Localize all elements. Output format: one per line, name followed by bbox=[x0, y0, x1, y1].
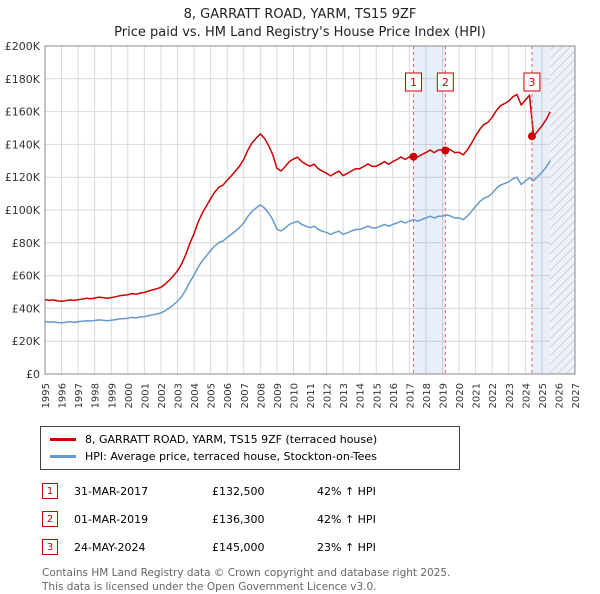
transaction-price: £132,500 bbox=[212, 484, 265, 498]
x-axis-tick-label: 2008 bbox=[256, 383, 267, 408]
y-axis-tick-label: £120K bbox=[5, 171, 41, 184]
x-axis-tick-label: 2025 bbox=[538, 383, 549, 408]
x-axis-tick-label: 2007 bbox=[240, 383, 251, 408]
copyright-line-2: This data is licensed under the Open Gov… bbox=[42, 580, 377, 593]
x-axis-tick-label: 2004 bbox=[190, 383, 201, 408]
y-axis-tick-label: £180K bbox=[5, 73, 41, 86]
sale-point bbox=[409, 152, 418, 161]
x-axis-tick-label: 1998 bbox=[91, 383, 102, 408]
x-axis-tick-label: 2027 bbox=[571, 383, 582, 408]
transaction-number-badge: 3 bbox=[42, 539, 58, 555]
x-axis-tick-label: 2018 bbox=[422, 383, 433, 408]
x-axis-tick-label: 2001 bbox=[140, 383, 151, 408]
sale-number-box bbox=[523, 72, 541, 92]
x-axis-tick-label: 2016 bbox=[389, 383, 400, 408]
y-axis-tick-label: £100K bbox=[5, 204, 41, 217]
x-axis-tick-label: 2002 bbox=[157, 383, 168, 408]
transaction-hpi-delta: 42% ↑ HPI bbox=[317, 484, 376, 498]
highlight-band bbox=[531, 46, 551, 374]
page-title: 8, GARRATT ROAD, YARM, TS15 9ZF bbox=[183, 7, 417, 22]
chart-series bbox=[44, 93, 551, 324]
chart-grid bbox=[44, 45, 576, 375]
chart-frame bbox=[44, 45, 576, 375]
highlight-band bbox=[413, 46, 446, 374]
sale-number-box bbox=[405, 72, 423, 92]
x-axis-tick-label: 2022 bbox=[488, 383, 499, 408]
transaction-hpi-delta: 42% ↑ HPI bbox=[317, 512, 376, 526]
x-axis-tick-label: 2020 bbox=[455, 383, 466, 408]
x-axis-tick-label: 2021 bbox=[472, 383, 483, 408]
transaction-row: 1 31-MAR-2017 £132,500 42% ↑ HPI bbox=[42, 483, 600, 499]
x-axis-tick-label: 2013 bbox=[339, 383, 350, 408]
price-chart: 1 2 3 £0 £20K £40K £60K £80K £100K £120K £140K £16… bbox=[5, 40, 582, 408]
chart-legend: 8, GARRATT ROAD, YARM, TS15 9ZF (terrace… bbox=[40, 426, 460, 470]
transaction-hpi-delta: 23% ↑ HPI bbox=[317, 540, 376, 554]
legend-label: 8, GARRATT ROAD, YARM, TS15 9ZF (terrace… bbox=[85, 433, 378, 446]
x-axis-tick-label: 2017 bbox=[405, 383, 416, 408]
transaction-date: 31-MAR-2017 bbox=[74, 484, 149, 498]
transaction-date: 24-MAY-2024 bbox=[74, 540, 146, 554]
x-axis-tick-label: 2015 bbox=[372, 383, 383, 408]
x-axis-tick-label: 2009 bbox=[273, 383, 284, 408]
y-axis-tick-label: £140K bbox=[5, 138, 41, 151]
x-axis-tick-label: 2023 bbox=[505, 383, 516, 408]
copyright-line-1: Contains HM Land Registry data © Crown c… bbox=[42, 567, 451, 579]
x-axis-tick-label: 1996 bbox=[58, 383, 69, 408]
transaction-price: £136,300 bbox=[212, 512, 265, 526]
x-axis-tick-label: 2003 bbox=[174, 383, 185, 408]
sale-number-box bbox=[436, 72, 454, 92]
legend-item-price-paid: 8, GARRATT ROAD, YARM, TS15 9ZF (terrace… bbox=[50, 431, 450, 448]
sale-point bbox=[441, 146, 450, 155]
y-axis-tick-label: £20K bbox=[12, 335, 41, 348]
x-axis-tick-label: 2014 bbox=[356, 383, 367, 408]
transaction-row: 3 24-MAY-2024 £145,000 23% ↑ HPI bbox=[42, 539, 600, 555]
x-axis-tick-label: 2005 bbox=[207, 383, 218, 408]
legend-label: HPI: Average price, terraced house, Stoc… bbox=[85, 450, 377, 463]
x-axis-tick-label: 1997 bbox=[74, 383, 85, 408]
transactions-list: 1 31-MAR-2017 £132,500 42% ↑ HPI 2 01-MA… bbox=[42, 483, 600, 555]
transaction-price: £145,000 bbox=[212, 540, 265, 554]
x-axis-tick-label: 2011 bbox=[306, 383, 317, 408]
x-axis-tick-label: 1995 bbox=[41, 383, 52, 408]
page-subtitle: Price paid vs. HM Land Registry's House … bbox=[114, 25, 486, 40]
y-axis-tick-label: £80K bbox=[12, 237, 41, 250]
series-line-price-paid bbox=[44, 93, 551, 303]
legend-item-hpi: HPI: Average price, terraced house, Stoc… bbox=[50, 448, 450, 465]
sale-number-label: 2 bbox=[442, 76, 449, 89]
y-axis-tick-label: £60K bbox=[12, 270, 41, 283]
chart-axes: £0 £20K £40K £60K £80K £100K £120K £140K £160K £1… bbox=[5, 40, 582, 408]
transaction-date: 01-MAR-2019 bbox=[74, 512, 149, 526]
transaction-number-badge: 2 bbox=[42, 511, 58, 527]
x-axis-tick-label: 1999 bbox=[107, 383, 118, 408]
y-axis-tick-label: £160K bbox=[5, 106, 41, 119]
sale-number-label: 1 bbox=[410, 76, 417, 89]
x-axis-tick-label: 2024 bbox=[521, 383, 532, 408]
y-axis-tick-label: £40K bbox=[12, 302, 41, 315]
chart-markers: 1 2 3 bbox=[405, 46, 541, 374]
price-paid-line-swatch bbox=[50, 438, 76, 441]
transaction-row: 2 01-MAR-2019 £136,300 42% ↑ HPI bbox=[42, 511, 600, 527]
plot-border bbox=[44, 45, 576, 375]
x-axis-tick-label: 2019 bbox=[439, 383, 450, 408]
series-line-hpi bbox=[44, 160, 551, 324]
hpi-line-swatch bbox=[50, 455, 76, 458]
x-axis-tick-label: 2026 bbox=[554, 383, 565, 408]
chart-bands bbox=[413, 46, 575, 374]
chart-header: 8, GARRATT ROAD, YARM, TS15 9ZF Price pa… bbox=[0, 0, 600, 40]
future-hatch-region bbox=[550, 46, 575, 374]
y-axis-tick-label: £200K bbox=[5, 40, 41, 53]
sale-point bbox=[527, 132, 536, 141]
sale-number-label: 3 bbox=[528, 76, 535, 89]
transaction-number-badge: 1 bbox=[42, 483, 58, 499]
y-axis-tick-label: £0 bbox=[26, 368, 40, 381]
x-axis-tick-label: 2000 bbox=[124, 383, 135, 408]
x-axis-tick-label: 2012 bbox=[323, 383, 334, 408]
x-axis-tick-label: 2010 bbox=[289, 383, 300, 408]
x-axis-tick-label: 2006 bbox=[223, 383, 234, 408]
